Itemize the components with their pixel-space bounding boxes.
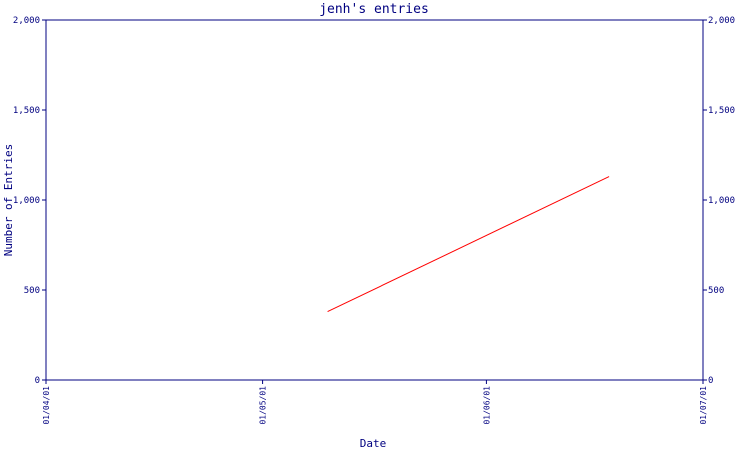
x-tick-label: 01/04/01 xyxy=(42,386,51,425)
y-axis-label: Number of Entries xyxy=(2,144,15,257)
series-layer xyxy=(327,176,610,313)
y-tick-label-left: 1,500 xyxy=(13,106,40,116)
x-tick-label: 01/06/01 xyxy=(482,386,491,425)
chart-title: jenh's entries xyxy=(319,2,429,17)
y-tick-label-right: 1,500 xyxy=(708,106,735,116)
x-tick-label: 01/05/01 xyxy=(259,386,268,425)
y-axis-left: 0 500 1,000 1,500 2,000 xyxy=(13,16,46,386)
x-tick-label: 01/07/01 xyxy=(699,386,708,425)
y-tick-label-left: 0 xyxy=(35,376,40,386)
y-tick-label-left: 1,000 xyxy=(13,196,40,206)
y-tick-label-right: 1,000 xyxy=(708,196,735,206)
x-axis: 01/04/01 01/05/01 01/06/01 01/07/01 xyxy=(42,380,708,425)
y-tick-label-left: 500 xyxy=(24,286,40,296)
y-tick-label-left: 2,000 xyxy=(13,16,40,26)
plot-area-frame xyxy=(45,19,704,381)
y-axis-right: 0 500 1,000 1,500 2,000 xyxy=(703,16,735,386)
y-tick-label-right: 0 xyxy=(708,376,713,386)
x-axis-label: Date xyxy=(360,437,387,450)
series-line xyxy=(327,176,610,313)
y-tick-label-right: 500 xyxy=(708,286,724,296)
y-tick-label-right: 2,000 xyxy=(708,16,735,26)
